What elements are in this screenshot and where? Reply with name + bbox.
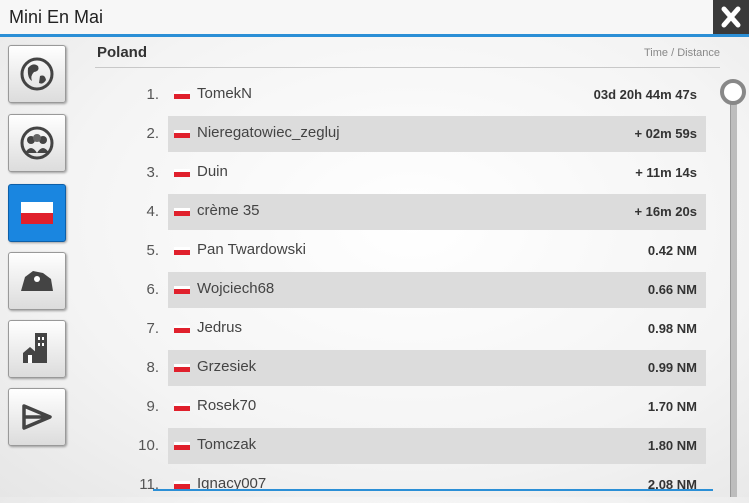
ranking-row[interactable]: 8. Grzesiek 0.99 NM [0,350,749,386]
time-distance: 0.98 NM [647,321,697,336]
region-tab[interactable] [8,252,66,310]
flag [174,286,190,294]
time-distance: 0.66 NM [647,282,697,297]
rank: 2. [146,125,159,142]
time-distance: + 11m 14s [635,165,697,180]
row-band [168,428,706,464]
time-distance: + 02m 59s [634,126,697,141]
ranking-row[interactable]: 6. Wojciech68 0.66 NM [0,272,749,308]
ranking-row[interactable]: 9. Rosek70 1.70 NM [0,389,749,425]
scroll-track[interactable] [730,92,737,497]
player-name: Duin [197,163,228,180]
flag [174,130,190,138]
rank: 10. [138,437,159,454]
flag [174,403,190,411]
row-band [168,116,706,152]
time-distance: + 16m 20s [634,204,697,219]
ranking-row[interactable]: 4. crème 35 + 16m 20s [0,194,749,230]
bottom-line [153,489,713,491]
rank: 9. [146,398,159,415]
flag [174,247,190,255]
player-name: crème 35 [197,202,260,219]
friends-tab[interactable] [8,114,66,172]
time-distance: 2.08 NM [647,477,697,492]
player-name: Wojciech68 [197,280,275,297]
ranking-row[interactable]: 5. Pan Twardowski 0.42 NM [0,233,749,269]
flag [174,208,190,216]
ranking-row[interactable]: 10. Tomczak 1.80 NM [0,428,749,464]
flag [174,325,190,333]
time-distance: 0.99 NM [647,360,697,375]
flag [174,442,190,450]
flag [174,481,190,489]
city-tab[interactable] [8,320,66,378]
time-distance: 1.70 NM [647,399,697,414]
time-distance: 03d 20h 44m 47s [593,87,697,102]
time-distance: 0.42 NM [647,243,697,258]
rank: 4. [146,203,159,220]
country-tab[interactable] [8,184,66,242]
ranking-row[interactable]: 7. Jedrus 0.98 NM [0,311,749,347]
rank: 7. [146,320,159,337]
flag [174,169,190,177]
row-band [168,194,706,230]
rank: 6. [146,281,159,298]
team-tab[interactable] [8,388,66,446]
window-title: Mini En Mai [9,7,104,27]
ranking-row[interactable]: 3. Duin + 11m 14s [0,155,749,191]
header: Mini En Mai [0,0,749,37]
player-name: Nieregatowiec_zegluj [197,124,340,141]
ranking-row[interactable]: 11. Ignacy007 2.08 NM [0,467,749,503]
column-header: Time / Distance [643,47,720,59]
divider [95,67,720,68]
rank: 5. [146,242,159,259]
time-distance: 1.80 NM [647,438,697,453]
player-name: Jedrus [197,319,243,336]
player-name: Tomczak [197,436,257,453]
rank: 1. [146,86,159,103]
flag [174,364,190,372]
player-name: Grzesiek [197,358,257,375]
ranking-row[interactable]: 1. TomekN 03d 20h 44m 47s [0,77,749,113]
close-button[interactable] [713,0,749,34]
player-name: Rosek70 [197,397,257,414]
row-band [168,272,706,308]
rank: 8. [146,359,159,376]
player-name: Ignacy007 [197,475,267,492]
rank: 11. [139,476,159,493]
row-band [168,350,706,386]
player-name: Pan Twardowski [197,241,306,258]
ranking-row[interactable]: 2. Nieregatowiec_zegluj + 02m 59s [0,116,749,152]
world-tab[interactable] [8,45,66,103]
flag [174,91,190,99]
rank: 3. [146,164,159,181]
player-name: TomekN [197,85,253,102]
scroll-knob[interactable] [720,79,746,105]
section-title: Poland [97,44,148,61]
